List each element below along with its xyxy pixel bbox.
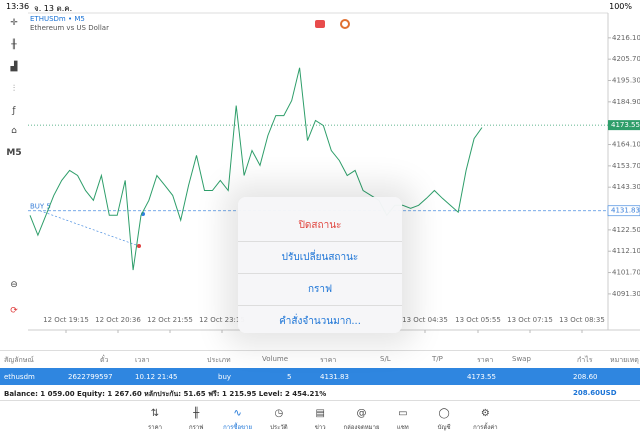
objects-tool[interactable]: ⌂ <box>11 126 17 136</box>
tab-label[interactable]: ราคา <box>148 424 162 431</box>
divider <box>0 350 640 351</box>
context-menu: ปิดสถานะ ปรับเปลี่ยนสถานะ กราฟ คำสั่งจำน… <box>238 197 402 333</box>
price-line <box>29 67 483 271</box>
column-header: เวลา <box>135 356 150 364</box>
y-tick-label: 4164.10 <box>612 141 640 149</box>
balance-currency: USD <box>600 389 617 397</box>
x-tick-label: 13 Oct 07:15 <box>507 316 553 324</box>
flag-icon[interactable] <box>315 20 325 28</box>
volume-tool[interactable]: ▟ <box>10 62 18 72</box>
column-header: ตั๋ว <box>100 356 109 364</box>
cell: 5 <box>287 373 292 381</box>
cell: ethusdm <box>4 373 35 381</box>
y-tick-label: 4216.10 <box>612 34 640 42</box>
y-tick-label: 4153.70 <box>612 162 640 170</box>
tab-label[interactable]: ประวัติ <box>270 424 288 431</box>
column-header: สัญลักษณ์ <box>4 356 34 364</box>
tab-icon[interactable]: ╫ <box>193 408 200 419</box>
y-tick-label: 4143.30 <box>612 183 640 191</box>
menu-bulk-orders[interactable]: คำสั่งจำนวนมาก... <box>279 316 361 327</box>
order-price-box <box>607 205 640 217</box>
tab-icon[interactable]: ▭ <box>398 408 408 419</box>
x-tick-label: 12 Oct 19:15 <box>43 316 89 324</box>
y-tick-label: 4091.30 <box>612 290 640 298</box>
current-price-label: 4173.55 <box>611 121 640 129</box>
tab-label[interactable]: บัญชี <box>437 424 451 431</box>
cell: 2622799597 <box>68 373 113 381</box>
menu-chart[interactable]: กราฟ <box>238 274 402 306</box>
y-tick-label: 4122.50 <box>612 226 640 234</box>
column-header: ราคา <box>477 356 494 364</box>
tab-label[interactable]: กราฟ <box>189 424 204 431</box>
y-tick-label: 4184.90 <box>612 98 640 106</box>
position-row[interactable] <box>0 368 640 385</box>
tab-label[interactable]: แชท <box>396 424 409 431</box>
menu-modify-position[interactable]: ปรับเปลี่ยนสถานะ <box>238 242 402 274</box>
column-header: ราคา <box>320 356 337 364</box>
eth-icon[interactable] <box>340 19 350 29</box>
order-price-label: 4131.83 <box>611 207 640 215</box>
menu-close-position[interactable]: ปิดสถานะ <box>238 210 402 242</box>
y-tick-label: 4112.10 <box>612 247 640 255</box>
chart-type-tool[interactable]: ╫ <box>11 40 17 50</box>
tab-label[interactable]: กล่องจดหมาย <box>343 424 380 431</box>
tab-label[interactable]: การตั้งค่า <box>473 424 498 431</box>
tab-icon[interactable]: ⚙ <box>480 408 490 419</box>
tab-label[interactable]: การซื้อขาย <box>223 424 253 431</box>
trade-link <box>39 210 140 247</box>
status-battery: 100% <box>609 2 632 11</box>
tab-icon[interactable]: ∿ <box>233 408 242 419</box>
tab-icon[interactable]: ⇅ <box>150 408 160 419</box>
tab-label[interactable]: ข่าว <box>314 424 326 431</box>
column-header: S/L <box>380 355 391 363</box>
column-header: Swap <box>512 355 531 363</box>
y-tick-label: 4205.70 <box>612 55 640 63</box>
y-tick-label: 4101.70 <box>612 269 640 277</box>
cell: 4173.55 <box>467 373 496 381</box>
y-tick-label: 4195.30 <box>612 77 640 85</box>
column-header: Volume <box>262 355 289 363</box>
column-header: หมายเหตุ <box>610 356 639 364</box>
balance-profit: 208.60 <box>573 389 601 397</box>
trade-tool[interactable]: ⟳ <box>10 306 18 316</box>
function-tool[interactable]: ƒ <box>12 106 16 116</box>
cell: 10.12 21:45 <box>135 373 178 381</box>
indicator-tool[interactable]: ⫶ <box>12 84 16 94</box>
column-header: T/P <box>432 355 443 363</box>
x-tick-label: 12 Oct 23:15 <box>199 316 245 324</box>
chart-symbol: ETHUSDm • M5 <box>30 15 85 23</box>
x-tick-label: 13 Oct 05:55 <box>455 316 501 324</box>
order-label: BUY 5 <box>30 203 51 211</box>
status-time: 13:36 <box>6 2 30 11</box>
column-header: กำไร <box>577 356 593 364</box>
crosshair-tool[interactable]: ✛ <box>10 18 18 28</box>
cell: 4131.83 <box>320 373 349 381</box>
chart-description: Ethereum vs US Dollar <box>30 24 109 32</box>
tab-divider <box>0 400 640 401</box>
timeframe[interactable]: M5 <box>6 148 22 158</box>
x-tick-label: 13 Oct 04:35 <box>402 316 448 324</box>
balance-text: Balance: 1 059.00 Equity: 1 267.60 หลักป… <box>4 390 327 398</box>
tab-icon[interactable]: ◷ <box>274 408 284 419</box>
x-tick-label: 13 Oct 08:35 <box>559 316 605 324</box>
zoom-tool[interactable]: ⊖ <box>10 280 18 290</box>
current-price-box <box>608 120 640 131</box>
x-tick-label: 12 Oct 21:55 <box>147 316 193 324</box>
column-header: ประเภท <box>207 356 231 364</box>
cell: 208.60 <box>573 373 598 381</box>
status-date: จ. 13 ต.ค. <box>34 4 73 13</box>
x-tick-label: 12 Oct 20:36 <box>95 316 141 324</box>
tab-icon[interactable]: ◯ <box>438 408 450 419</box>
tab-icon[interactable]: @ <box>356 408 367 419</box>
tab-icon[interactable]: ▤ <box>315 408 325 419</box>
cell: buy <box>218 373 232 381</box>
exit-point <box>137 244 141 248</box>
